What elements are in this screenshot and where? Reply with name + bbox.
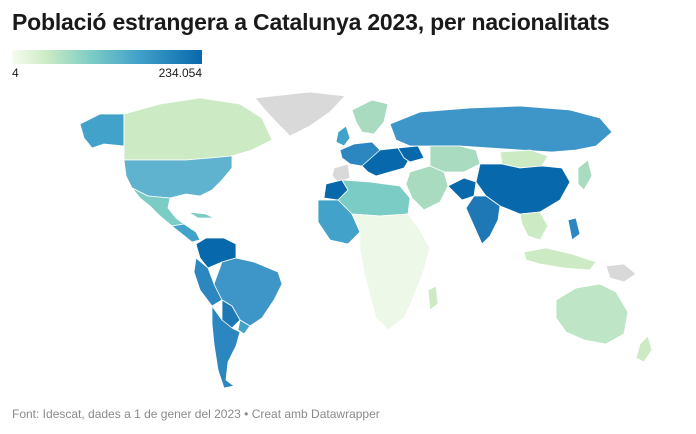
region-subsaharan-africa[interactable] xyxy=(351,213,431,331)
region-central-america[interactable] xyxy=(171,223,201,243)
color-legend: 4 234.054 xyxy=(12,50,202,80)
region-japan[interactable] xyxy=(577,159,593,191)
source-footer: Font: Idescat, dades a 1 de gener del 20… xyxy=(12,407,380,421)
region-alaska[interactable] xyxy=(79,113,125,149)
page-title: Població estrangera a Catalunya 2023, pe… xyxy=(12,9,610,35)
region-peru[interactable] xyxy=(193,257,223,307)
legend-labels: 4 234.054 xyxy=(12,66,202,80)
region-australia[interactable] xyxy=(555,283,629,345)
region-pakistan[interactable] xyxy=(447,177,477,201)
region-indonesia[interactable] xyxy=(523,247,597,271)
region-scandinavia[interactable] xyxy=(351,99,389,135)
region-iberia[interactable] xyxy=(331,163,351,183)
region-madagascar[interactable] xyxy=(427,285,439,311)
region-uruguay[interactable] xyxy=(237,319,251,335)
legend-max-label: 234.054 xyxy=(158,66,202,80)
legend-gradient-bar xyxy=(12,50,202,64)
legend-min-label: 4 xyxy=(12,66,19,80)
region-ukraine[interactable] xyxy=(397,145,425,163)
region-southeast-asia[interactable] xyxy=(519,211,549,241)
region-bolivia[interactable] xyxy=(221,299,241,329)
region-middle-east[interactable] xyxy=(405,165,449,211)
region-uk[interactable] xyxy=(335,125,351,147)
region-russia[interactable] xyxy=(389,105,613,153)
region-canada[interactable] xyxy=(123,97,273,161)
region-new-zealand[interactable] xyxy=(635,335,653,363)
region-argentina[interactable] xyxy=(211,305,241,389)
region-new-guinea[interactable] xyxy=(605,263,637,283)
world-choropleth-map xyxy=(79,91,653,389)
region-india[interactable] xyxy=(465,195,501,245)
region-cuba[interactable] xyxy=(187,211,215,219)
region-central-asia[interactable] xyxy=(429,145,481,173)
region-west-africa[interactable] xyxy=(317,199,361,245)
region-philippines[interactable] xyxy=(567,217,581,241)
region-italy-eastern-europe[interactable] xyxy=(361,147,411,177)
region-greenland[interactable] xyxy=(254,91,346,137)
